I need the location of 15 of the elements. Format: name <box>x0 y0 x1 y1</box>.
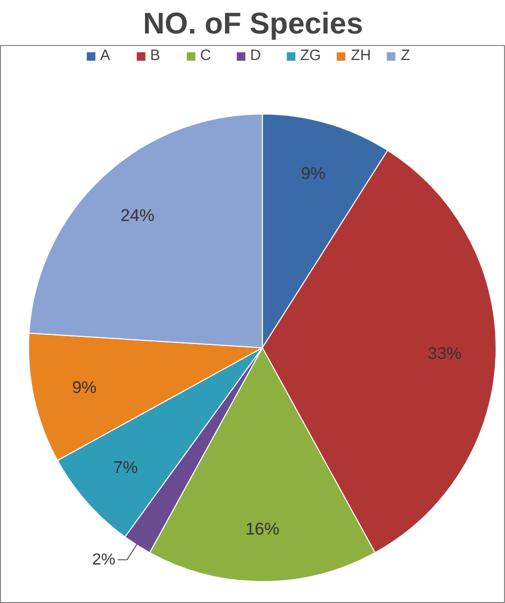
chart-title: NO. oF Species <box>142 8 364 40</box>
data-label: 24% <box>120 206 155 226</box>
legend-label: ZH <box>350 47 371 64</box>
data-label: 9% <box>72 378 97 397</box>
legend-label: ZG <box>300 47 321 64</box>
data-label: 9% <box>300 164 326 184</box>
legend-label: D <box>250 47 262 64</box>
legend-label: C <box>200 47 212 64</box>
data-label: 16% <box>245 520 280 539</box>
legend-label: Z <box>400 47 412 64</box>
data-label: 2% <box>92 551 116 568</box>
data-label: 7% <box>113 458 138 478</box>
legend-label: B <box>150 47 162 64</box>
data-label: 33% <box>428 344 462 363</box>
legend-label: A <box>100 47 112 64</box>
